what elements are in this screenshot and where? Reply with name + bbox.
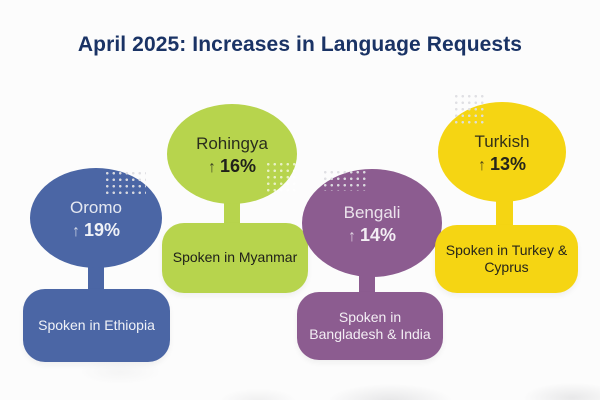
- region-card: Spoken in Ethiopia: [23, 289, 170, 362]
- region-card: Spoken in Myanmar: [162, 223, 308, 293]
- dot-pattern: [265, 161, 298, 194]
- language-name: Oromo: [70, 198, 122, 217]
- page-title: April 2025: Increases in Language Reques…: [77, 33, 523, 56]
- language-name: Bengali: [343, 203, 401, 222]
- up-arrow-icon: ↑: [347, 228, 356, 245]
- percent-value: 16%: [219, 156, 257, 176]
- language-increase: ↑ 16%: [208, 155, 256, 179]
- percent-value: 19%: [83, 220, 121, 240]
- region-line: Spoken in: [338, 308, 402, 325]
- region-line: Spoken in Myanmar: [172, 249, 298, 266]
- dot-pattern: [322, 169, 369, 191]
- language-increase: ↑ 19%: [72, 219, 120, 243]
- region-line: Cyprus: [484, 259, 529, 275]
- region-line: Spoken in Ethiopia: [38, 316, 155, 333]
- up-arrow-icon: ↑: [477, 157, 486, 174]
- region-card: Spoken in Turkey & Cyprus: [435, 225, 578, 293]
- language-bubble: Turkish ↑ 13%: [438, 102, 566, 202]
- region-card: Spoken in Bangladesh & India: [297, 292, 443, 360]
- percent-value: 14%: [359, 225, 397, 245]
- percent-value: 13%: [489, 154, 527, 174]
- dot-pattern: [104, 170, 146, 197]
- language-increase: ↑ 13%: [478, 153, 526, 177]
- language-increase: ↑ 14%: [348, 224, 396, 248]
- language-name: Rohingya: [196, 134, 268, 153]
- up-arrow-icon: ↑: [207, 159, 216, 176]
- dot-pattern: [453, 93, 487, 125]
- region-line: Bangladesh & India: [309, 326, 431, 342]
- up-arrow-icon: ↑: [71, 223, 80, 240]
- language-name: Turkish: [474, 132, 530, 151]
- region-line: Spoken in Turkey &: [445, 241, 568, 258]
